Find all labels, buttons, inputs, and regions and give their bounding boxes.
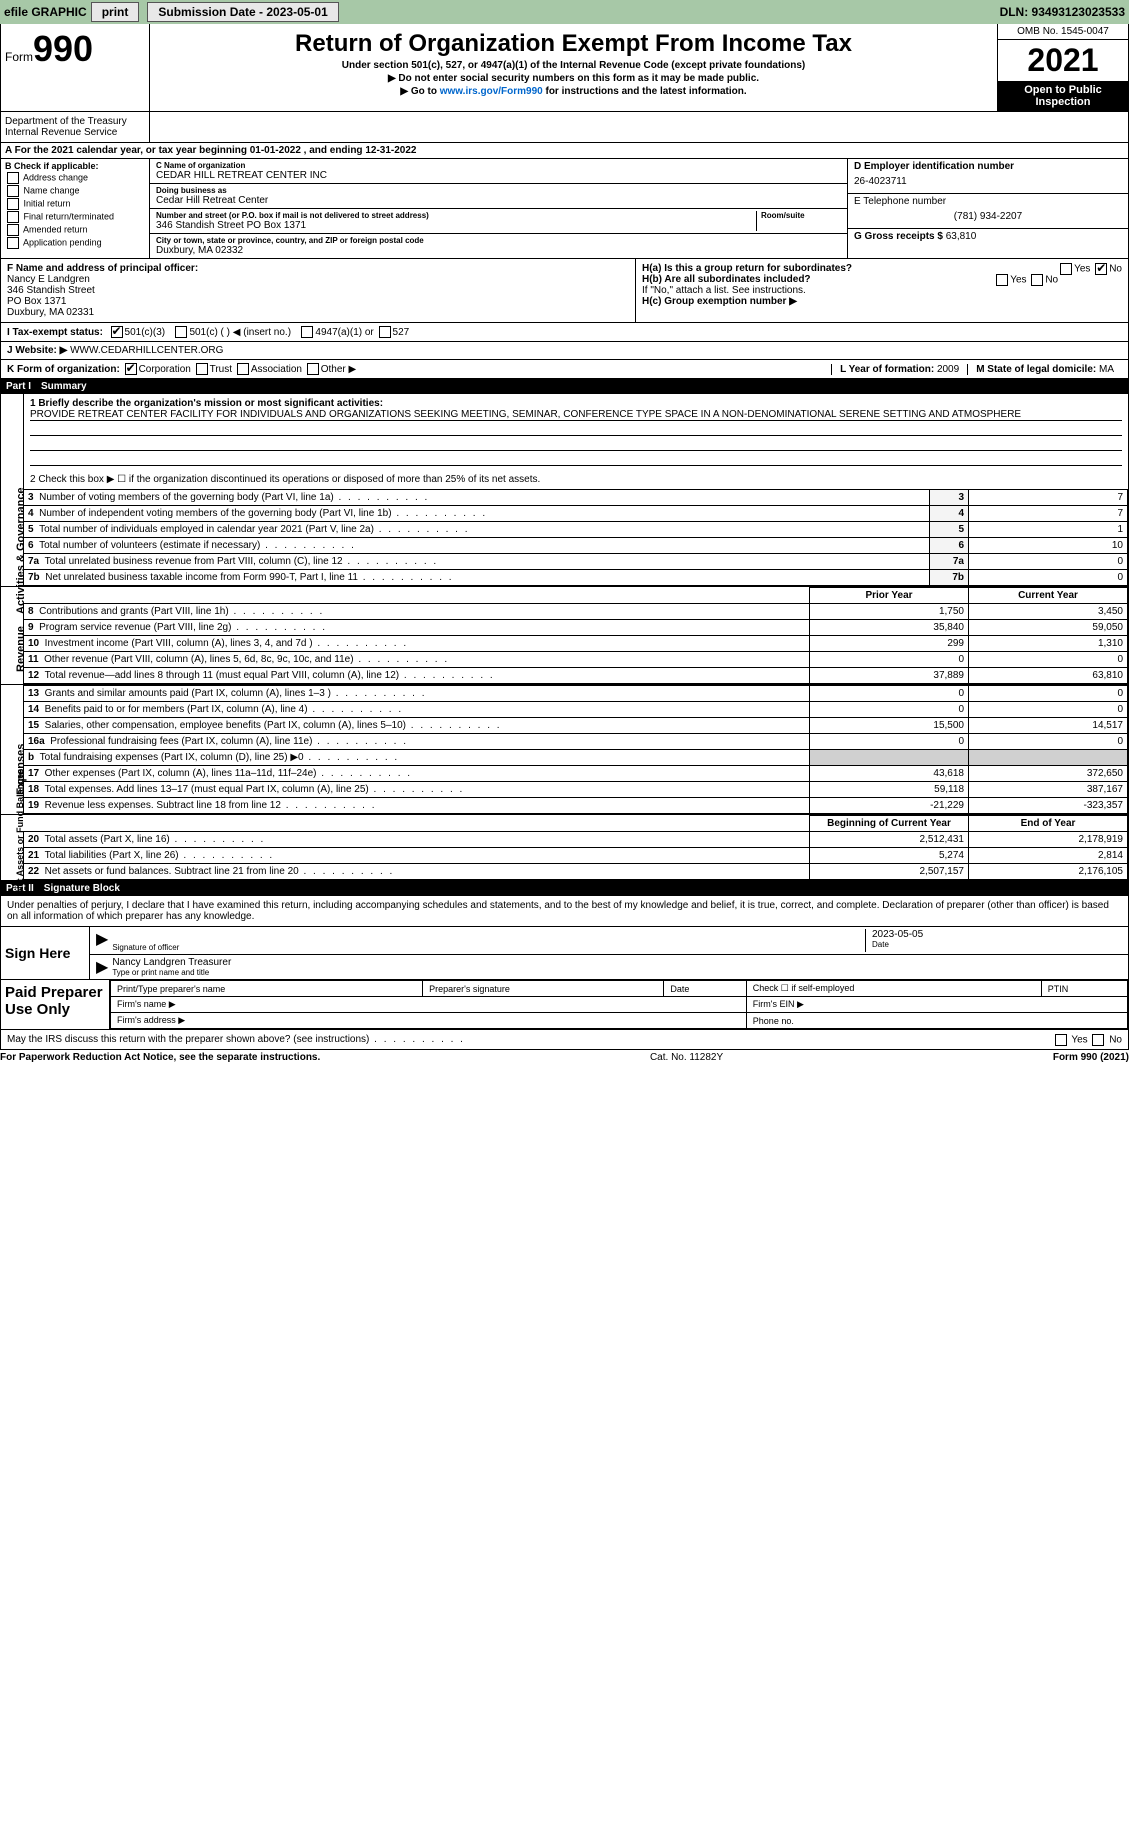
gross-receipts: 63,810 [946, 231, 977, 242]
efile-label: efile GRAPHIC [4, 5, 87, 19]
form-number-box: Form990 [1, 24, 150, 111]
governance-section: Activities & Governance 1 Briefly descri… [0, 394, 1129, 587]
omb-number: OMB No. 1545-0047 [998, 24, 1128, 40]
print-button[interactable]: print [91, 2, 140, 22]
group-return-no [1095, 263, 1107, 275]
expenses-table: 13 Grants and similar amounts paid (Part… [23, 685, 1128, 814]
cb-amended[interactable]: Amended return [5, 224, 145, 236]
year-formation: 2009 [937, 364, 959, 375]
cb-final-return[interactable]: Final return/terminated [5, 211, 145, 223]
ein-value: 26-4023711 [854, 172, 1122, 191]
state-domicile: MA [1099, 364, 1114, 375]
main-info-block: B Check if applicable: Address change Na… [0, 159, 1129, 259]
open-to-public-label: Open to Public Inspection [998, 81, 1128, 111]
header-sub2: ▶ Do not enter social security numbers o… [158, 73, 989, 84]
header-sub1: Under section 501(c), 527, or 4947(a)(1)… [158, 60, 989, 71]
netassets-table: Beginning of Current YearEnd of Year 20 … [23, 815, 1128, 880]
footer-right: Form 990 (2021) [1053, 1052, 1129, 1063]
submission-date-button[interactable]: Submission Date - 2023-05-01 [147, 2, 338, 22]
page-footer: For Paperwork Reduction Act Notice, see … [0, 1050, 1129, 1065]
row-i-taxstatus: I Tax-exempt status: 501(c)(3) 501(c) ( … [0, 323, 1129, 342]
cb-501c3 [111, 326, 123, 338]
dba-name: Cedar Hill Retreat Center [156, 195, 841, 206]
org-address: 346 Standish Street PO Box 1371 [156, 220, 752, 231]
side-netassets: Net Assets or Fund Balances [15, 769, 25, 893]
column-b-checkboxes: B Check if applicable: Address change Na… [1, 159, 150, 258]
revenue-section: Revenue Prior YearCurrent Year 8 Contrib… [0, 587, 1129, 685]
officer-info: Nancy E Landgren 346 Standish Street PO … [7, 274, 629, 318]
row-k-formorg: K Form of organization: Corporation Trus… [0, 360, 1129, 379]
cb-corporation [125, 363, 137, 375]
paid-preparer-row: Paid Preparer Use Only Print/Type prepar… [0, 980, 1129, 1030]
column-d-ein: D Employer identification number 26-4023… [848, 159, 1128, 258]
netassets-section: Net Assets or Fund Balances Beginning of… [0, 815, 1129, 881]
may-irs-row: May the IRS discuss this return with the… [0, 1030, 1129, 1050]
top-toolbar: efile GRAPHIC print Submission Date - 20… [0, 0, 1129, 24]
form-header: Form990 Return of Organization Exempt Fr… [0, 24, 1129, 112]
governance-table: 3 Number of voting members of the govern… [23, 489, 1128, 586]
dept-treasury: Department of the Treasury Internal Reve… [1, 112, 150, 142]
part2-header: Part II Signature Block [0, 881, 1129, 896]
website-url: WWW.CEDARHILLCENTER.ORG [70, 345, 223, 356]
part1-header: Part I Summary [0, 379, 1129, 394]
sign-here-row: Sign Here ▶Signature of officer2023-05-0… [0, 927, 1129, 980]
revenue-table: Prior YearCurrent Year 8 Contributions a… [23, 587, 1128, 684]
cb-initial-return[interactable]: Initial return [5, 198, 145, 210]
form-990-number: 990 [33, 28, 93, 69]
header-right: OMB No. 1545-0047 2021 Open to Public In… [997, 24, 1128, 111]
footer-cat: Cat. No. 11282Y [320, 1052, 1053, 1063]
cb-name-change[interactable]: Name change [5, 185, 145, 197]
cb-address-change[interactable]: Address change [5, 172, 145, 184]
column-c-orginfo: C Name of organization CEDAR HILL RETREA… [150, 159, 848, 258]
side-revenue: Revenue [15, 626, 27, 672]
dln-label: DLN: 93493123023533 [1000, 5, 1125, 19]
tax-year: 2021 [998, 40, 1128, 81]
row-f-officer: F Name and address of principal officer:… [0, 259, 1129, 323]
header-center: Return of Organization Exempt From Incom… [150, 24, 997, 111]
org-city: Duxbury, MA 02332 [156, 245, 841, 256]
mission-text: PROVIDE RETREAT CENTER FACILITY FOR INDI… [30, 409, 1122, 421]
officer-printed: Nancy Landgren Treasurer [112, 957, 231, 968]
phone-value: (781) 934-2207 [854, 207, 1122, 226]
irs-link[interactable]: www.irs.gov/Form990 [440, 86, 543, 97]
footer-left: For Paperwork Reduction Act Notice, see … [0, 1052, 320, 1063]
expenses-section: Expenses 13 Grants and similar amounts p… [0, 685, 1129, 815]
header-sub3: ▶ Go to www.irs.gov/Form990 for instruct… [158, 86, 989, 97]
row-j-website: J Website: ▶ WWW.CEDARHILLCENTER.ORG [0, 342, 1129, 360]
cb-app-pending[interactable]: Application pending [5, 237, 145, 249]
dept-row: Department of the Treasury Internal Reve… [0, 112, 1129, 143]
row-a-taxyear: A For the 2021 calendar year, or tax yea… [0, 143, 1129, 159]
form-title: Return of Organization Exempt From Incom… [158, 30, 989, 58]
sig-date: 2023-05-05 [872, 929, 1122, 940]
org-name: CEDAR HILL RETREAT CENTER INC [156, 170, 841, 181]
penalties-text: Under penalties of perjury, I declare th… [0, 896, 1129, 927]
